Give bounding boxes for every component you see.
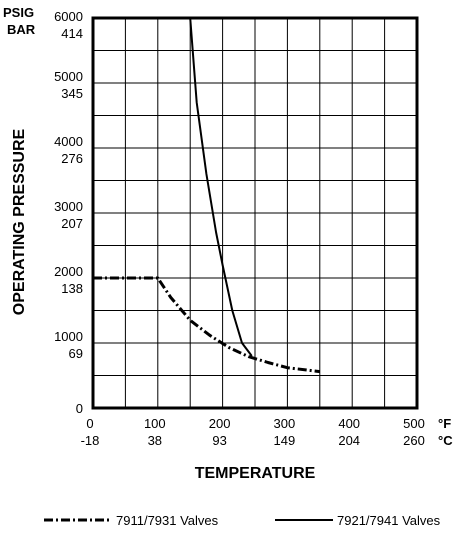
x-tick-label-f: 500 xyxy=(403,416,425,431)
x-tick-label-f: 200 xyxy=(209,416,231,431)
y-unit-psig: PSIG xyxy=(3,5,34,20)
legend: 7911/7931 Valves 7921/7941 Valves xyxy=(44,513,441,528)
x-tick-label-c: 38 xyxy=(148,433,162,448)
y-tick-label-bar: 414 xyxy=(61,26,83,41)
x-unit-f: °F xyxy=(438,416,451,431)
x-tick-label-c: -18 xyxy=(81,433,100,448)
grid-lines xyxy=(93,18,417,408)
legend-label-solid: 7921/7941 Valves xyxy=(337,513,441,528)
y-tick-label-psig: 1000 xyxy=(54,329,83,344)
y-tick-label-psig: 2000 xyxy=(54,264,83,279)
y-unit-bar: BAR xyxy=(7,22,36,37)
y-tick-label-bar: 138 xyxy=(61,281,83,296)
x-tick-label-c: 149 xyxy=(274,433,296,448)
x-tick-label-c: 260 xyxy=(403,433,425,448)
x-tick-label-f: 100 xyxy=(144,416,166,431)
plot-frame xyxy=(91,16,419,410)
x-tick-label-f: 400 xyxy=(338,416,360,431)
y-tick-label-psig: 4000 xyxy=(54,134,83,149)
x-tick-label-f: 300 xyxy=(274,416,296,431)
y-axis-title: OPERATING PRESSURE xyxy=(11,128,28,315)
series-layer xyxy=(93,17,320,374)
y-tick-label-bar: 69 xyxy=(69,346,83,361)
y-tick-label-bar: 276 xyxy=(61,151,83,166)
x-tick-label-c: 204 xyxy=(338,433,360,448)
x-tick-labels: 0 -18 100 38 200 93 300 149 400 204 500 260 xyxy=(81,416,425,448)
y-tick-label-bar: 345 xyxy=(61,86,83,101)
y-tick-labels: 0 1000 69 2000 138 3000 207 4000 276 5000 345 6000 4… xyxy=(54,9,83,416)
y-tick-label-bar: 207 xyxy=(61,216,83,231)
y-tick-label-psig: 5000 xyxy=(54,69,83,84)
x-tick-label-c: 93 xyxy=(212,433,226,448)
series-line-1 xyxy=(93,17,253,357)
y-tick-label-psig: 6000 xyxy=(54,9,83,24)
x-axis-title: TEMPERATURE xyxy=(195,465,316,482)
series-line-0 xyxy=(93,276,320,374)
y-tick-label-psig: 3000 xyxy=(54,199,83,214)
y-tick-label-psig: 0 xyxy=(76,401,83,416)
legend-label-dashdot: 7911/7931 Valves xyxy=(116,513,219,528)
x-unit-c: °C xyxy=(438,433,453,448)
x-tick-label-f: 0 xyxy=(86,416,93,431)
